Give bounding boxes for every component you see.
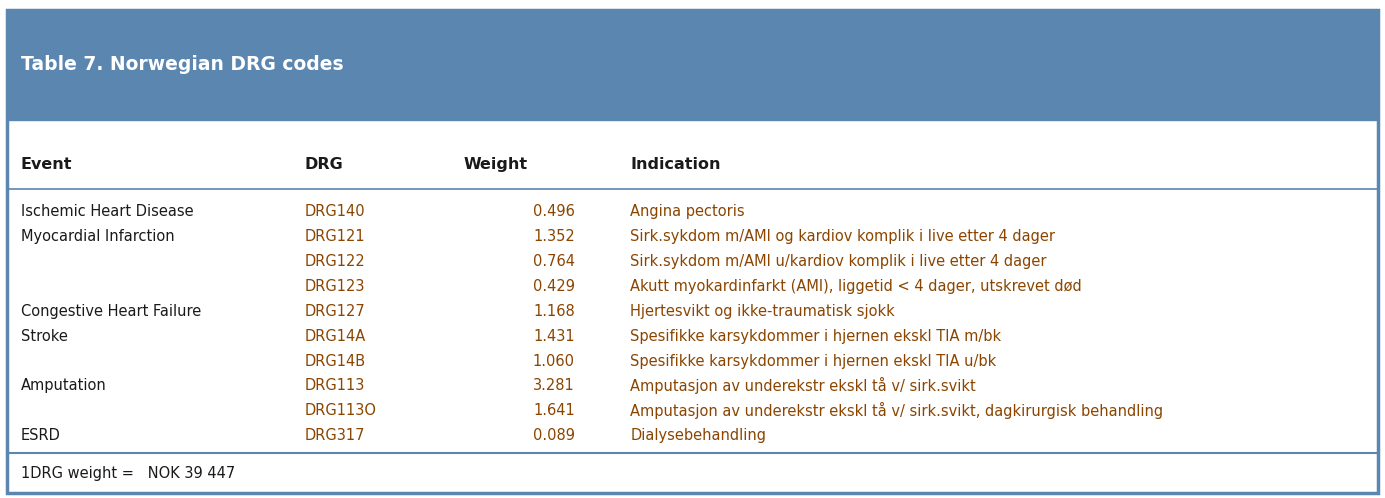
Text: Hjertesvikt og ikke-traumatisk sjokk: Hjertesvikt og ikke-traumatisk sjokk (630, 304, 895, 319)
Text: Sirk.sykdom m/AMI og kardiov komplik i live etter 4 dager: Sirk.sykdom m/AMI og kardiov komplik i l… (630, 229, 1055, 244)
Text: DRG140: DRG140 (305, 204, 366, 219)
Text: 0.429: 0.429 (533, 279, 575, 294)
Text: Weight: Weight (464, 157, 528, 172)
Text: DRG127: DRG127 (305, 304, 366, 319)
Text: DRG317: DRG317 (305, 428, 366, 443)
Text: Indication: Indication (630, 157, 720, 172)
Text: 0.089: 0.089 (533, 428, 575, 443)
Text: 1DRG weight =   NOK 39 447: 1DRG weight = NOK 39 447 (21, 466, 235, 481)
Text: DRG113O: DRG113O (305, 403, 377, 418)
Text: 1.641: 1.641 (533, 403, 575, 418)
Text: 1.352: 1.352 (533, 229, 575, 244)
Text: DRG122: DRG122 (305, 254, 366, 269)
Bar (7, 120, 1378, 493)
Text: Amputasjon av underekstr ekskl tå v/ sirk.svikt, dagkirurgisk behandling: Amputasjon av underekstr ekskl tå v/ sir… (630, 402, 1163, 419)
Text: Angina pectoris: Angina pectoris (630, 204, 745, 219)
Text: Myocardial Infarction: Myocardial Infarction (21, 229, 175, 244)
Text: Stroke: Stroke (21, 329, 68, 344)
Text: DRG123: DRG123 (305, 279, 366, 294)
Text: Akutt myokardinfarkt (AMI), liggetid < 4 dager, utskrevet død: Akutt myokardinfarkt (AMI), liggetid < 4… (630, 279, 1082, 294)
Text: Spesifikke karsykdommer i hjernen ekskl TIA m/bk: Spesifikke karsykdommer i hjernen ekskl … (630, 329, 1001, 344)
Text: Congestive Heart Failure: Congestive Heart Failure (21, 304, 201, 319)
Text: Amputation: Amputation (21, 378, 107, 393)
Text: ESRD: ESRD (21, 428, 61, 443)
Text: Ischemic Heart Disease: Ischemic Heart Disease (21, 204, 194, 219)
Text: 0.764: 0.764 (533, 254, 575, 269)
Text: DRG113: DRG113 (305, 378, 366, 393)
Text: 1.168: 1.168 (533, 304, 575, 319)
Text: Table 7. Norwegian DRG codes: Table 7. Norwegian DRG codes (21, 55, 343, 74)
Text: 0.496: 0.496 (533, 204, 575, 219)
Text: DRG14B: DRG14B (305, 354, 366, 369)
Text: Event: Event (21, 157, 72, 172)
Text: Spesifikke karsykdommer i hjernen ekskl TIA u/bk: Spesifikke karsykdommer i hjernen ekskl … (630, 354, 996, 369)
Text: DRG: DRG (305, 157, 343, 172)
Text: Dialysebehandling: Dialysebehandling (630, 428, 766, 443)
Text: 1.060: 1.060 (533, 354, 575, 369)
Text: Amputasjon av underekstr ekskl tå v/ sirk.svikt: Amputasjon av underekstr ekskl tå v/ sir… (630, 377, 976, 394)
Text: DRG14A: DRG14A (305, 329, 366, 344)
Text: DRG121: DRG121 (305, 229, 366, 244)
Bar (7, 10, 1378, 120)
Text: 3.281: 3.281 (533, 378, 575, 393)
Text: 1.431: 1.431 (533, 329, 575, 344)
Text: Sirk.sykdom m/AMI u/kardiov komplik i live etter 4 dager: Sirk.sykdom m/AMI u/kardiov komplik i li… (630, 254, 1047, 269)
